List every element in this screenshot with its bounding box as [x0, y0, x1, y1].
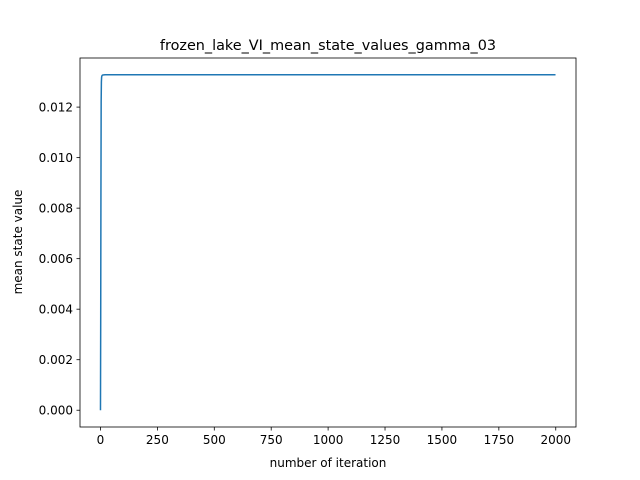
- y-tick-label: 0.006: [39, 252, 73, 266]
- x-tick-label: 1750: [484, 433, 515, 447]
- y-tick-label: 0.002: [39, 353, 73, 367]
- x-tick-label: 1500: [427, 433, 458, 447]
- chart-title: frozen_lake_VI_mean_state_values_gamma_0…: [160, 38, 496, 54]
- x-tick-label: 1000: [313, 433, 344, 447]
- x-tick-label: 2000: [540, 433, 571, 447]
- x-tick-label: 250: [146, 433, 169, 447]
- x-tick-label: 0: [97, 433, 105, 447]
- x-axis-label: number of iteration: [270, 456, 387, 470]
- y-tick-label: 0.008: [39, 201, 73, 215]
- x-tick-label: 750: [260, 433, 283, 447]
- x-tick-label: 500: [203, 433, 226, 447]
- x-tick-label: 1250: [370, 433, 401, 447]
- y-tick-label: 0.010: [39, 151, 73, 165]
- y-axis-label: mean state value: [11, 190, 25, 295]
- series-line-0: [99, 74, 556, 411]
- y-tick-label: 0.012: [39, 100, 73, 114]
- plot-area: 0 250 500 750 1000 1250 1500 1750 2000 0.000 0.002…: [39, 57, 577, 447]
- y-tick-label: 0.000: [39, 404, 73, 418]
- y-tick-label: 0.004: [39, 302, 73, 316]
